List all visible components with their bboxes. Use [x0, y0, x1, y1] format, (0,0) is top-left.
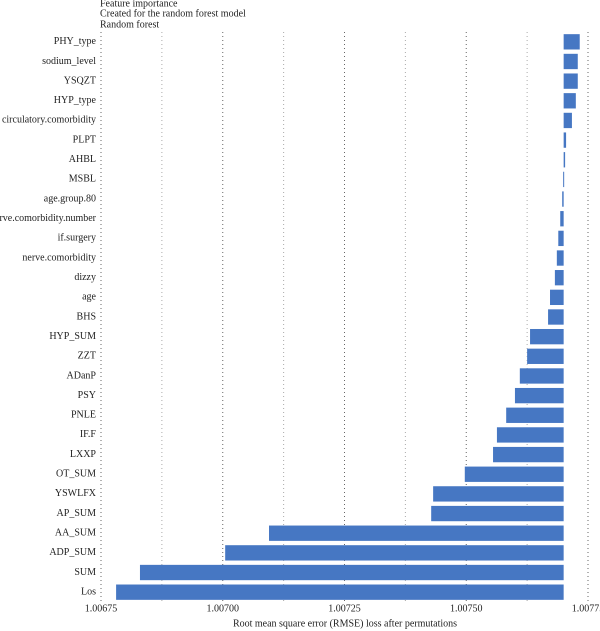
y-tick-label: LXXP: [70, 449, 97, 460]
y-tick-label: PHY_type: [54, 36, 97, 47]
bar: [530, 328, 564, 345]
bar: [563, 112, 572, 129]
y-tick-label: Los: [81, 586, 96, 597]
y-tick-label: PNLE: [71, 410, 96, 421]
bar: [562, 191, 564, 207]
bar: [548, 309, 564, 325]
y-tick-label: circulatory.comorbidity: [2, 115, 96, 126]
x-tick-label: 1.00725: [328, 603, 361, 614]
bar: [563, 34, 580, 50]
bar: [556, 250, 564, 266]
bar: [527, 348, 564, 364]
y-tick-label: SUM: [74, 567, 96, 578]
x-tick-label: 1.00700: [207, 603, 240, 614]
x-tick-label: 1.00675: [85, 603, 118, 614]
bar: [563, 93, 576, 109]
y-tick-label: AA_SUM: [55, 528, 96, 539]
bar: [116, 584, 564, 600]
y-tick-label: BHS: [77, 311, 96, 322]
bar: [563, 171, 565, 188]
x-tick-label: 1.00750: [450, 603, 483, 614]
x-axis-label: Root mean square error (RMSE) loss after…: [233, 618, 457, 629]
y-tick-label: sodium_level: [42, 56, 96, 67]
bar: [519, 368, 564, 384]
bar: [139, 564, 564, 581]
y-tick-label: ADP_SUM: [49, 547, 96, 558]
y-tick-label: HYP_SUM: [49, 331, 96, 342]
bar: [554, 270, 564, 286]
chart-subtitle: Created for the random forest model: [100, 8, 246, 19]
bar: [563, 53, 578, 70]
y-tick-label: PSY: [78, 390, 96, 401]
bar: [496, 427, 564, 443]
bar: [464, 466, 564, 482]
y-tick-label: if.surgery: [58, 233, 96, 244]
y-tick-label: MSBL: [69, 174, 96, 185]
bar: [563, 152, 566, 168]
y-tick-label: nerve.comorbidity: [22, 252, 96, 263]
bar: [433, 486, 564, 502]
y-tick-label: YSWLFX: [55, 488, 97, 499]
y-tick-label: age.group.80: [44, 193, 96, 204]
bar: [269, 525, 564, 541]
bar: [431, 505, 564, 522]
bar: [563, 73, 578, 89]
bar: [558, 230, 564, 247]
bar: [514, 387, 564, 404]
y-tick-label: ZZT: [78, 351, 96, 362]
y-tick-label: PLPT: [73, 134, 96, 145]
bar: [506, 407, 564, 423]
panel-title: Random forest: [100, 19, 159, 30]
y-tick-label: AP_SUM: [57, 508, 97, 519]
bar: [493, 446, 564, 463]
y-tick-label: HYP_type: [54, 95, 97, 106]
bar: [550, 289, 564, 306]
y-tick-label: AHBL: [69, 154, 96, 165]
bar: [563, 132, 567, 148]
y-tick-label: nerve.comorbidity.number: [0, 213, 97, 224]
y-tick-label: IF.F: [80, 429, 97, 440]
y-tick-label: YSQZT: [64, 75, 96, 86]
chart-title: Feature importance: [100, 0, 178, 9]
y-tick-label: age: [82, 292, 96, 303]
y-tick-label: OT_SUM: [56, 469, 96, 480]
x-tick-label: 1.00775: [572, 603, 600, 614]
bar: [560, 211, 564, 227]
bar: [225, 545, 564, 561]
y-tick-label: dizzy: [74, 272, 96, 283]
y-tick-label: ADanP: [67, 370, 97, 381]
